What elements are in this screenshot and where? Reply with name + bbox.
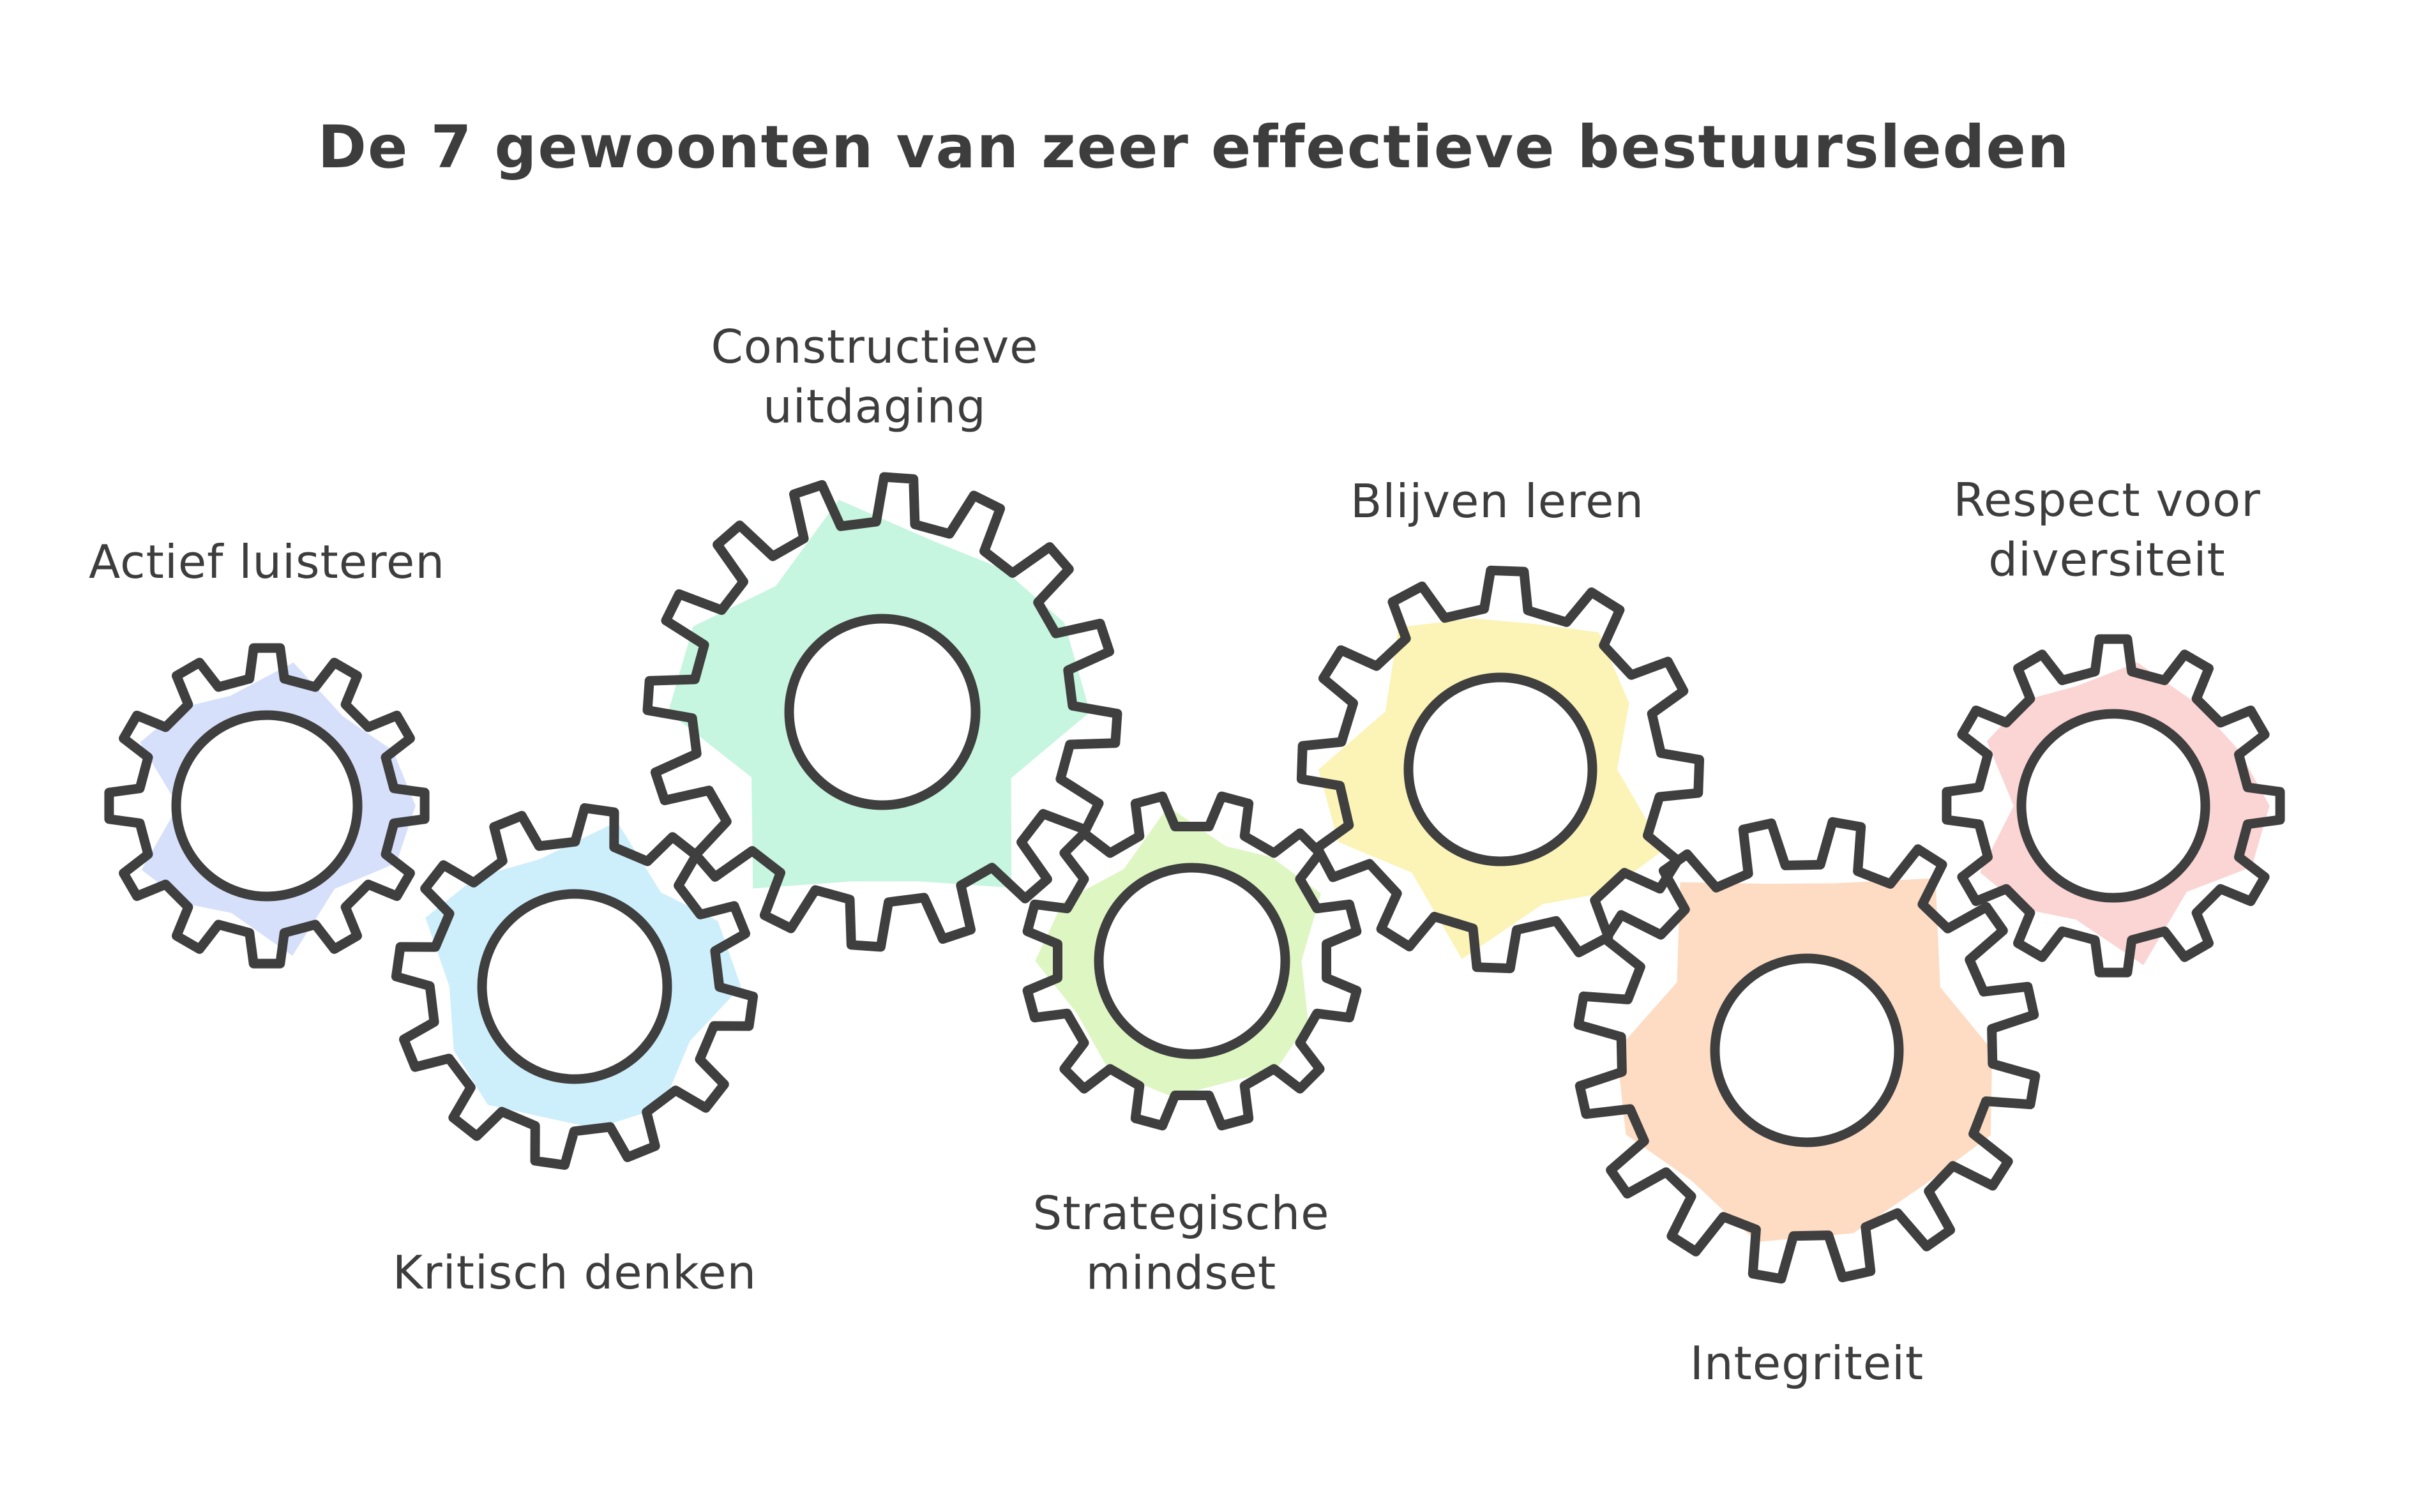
gear-label-line: Kritisch denken	[393, 1246, 757, 1299]
gear-strategische-mindset	[1022, 791, 1362, 1131]
gear-actief-luisteren	[104, 643, 430, 969]
gear-hole	[171, 710, 363, 902]
gear-icon	[391, 803, 759, 1170]
gear-kritisch-denken	[391, 803, 759, 1170]
gear-label-actief-luisteren: Actief luisteren	[89, 535, 445, 589]
gear-icon	[642, 472, 1122, 952]
gear-label-integriteit: Integriteit	[1690, 1336, 1924, 1390]
gear-hole	[784, 614, 981, 810]
gear-constructieve-uitdaging	[642, 472, 1122, 952]
gear-hole	[2016, 709, 2210, 903]
gear-label-line: Respect voor	[1953, 473, 2261, 527]
gear-label-line: Integriteit	[1690, 1336, 1924, 1390]
gear-hole	[477, 889, 672, 1084]
gear-label-line: Strategische	[1033, 1186, 1330, 1240]
gear-hole	[1094, 863, 1290, 1059]
gear-label-line: uitdaging	[763, 380, 986, 434]
label-group: Actief luisteren Kritisch denken Construct…	[89, 320, 2261, 1390]
diagram-title: De 7 gewoonten van zeer effectieve bestu…	[318, 113, 2071, 181]
gear-label-kritisch-denken: Kritisch denken	[393, 1246, 757, 1299]
gear-blijven-leren	[1296, 565, 1705, 974]
gear-icon	[104, 643, 430, 969]
gear-icon	[1942, 634, 2285, 978]
gear-label-line: Actief luisteren	[89, 535, 445, 589]
gear-label-constructieve-uitdaging: Constructieve uitdaging	[711, 320, 1039, 434]
gear-respect-voor-diversiteit	[1942, 634, 2285, 978]
gear-hole	[1710, 953, 1904, 1147]
gear-label-blijven-leren: Blijven leren	[1350, 474, 1644, 528]
gear-label-line: mindset	[1086, 1246, 1277, 1300]
gear-icon	[1022, 791, 1362, 1131]
gear-hole	[1403, 672, 1597, 866]
gear-icon	[1573, 817, 2041, 1284]
gear-integriteit	[1573, 817, 2041, 1284]
gear-label-line: diversiteit	[1988, 533, 2226, 587]
gear-label-respect-voor-diversiteit: Respect voor diversiteit	[1953, 473, 2261, 587]
gear-label-line: Blijven leren	[1350, 474, 1644, 528]
gear-icon	[1296, 565, 1705, 974]
gear-label-strategische-mindset: Strategische mindset	[1033, 1186, 1330, 1300]
gear-label-line: Constructieve	[711, 320, 1039, 374]
gear-group	[104, 472, 2285, 1284]
